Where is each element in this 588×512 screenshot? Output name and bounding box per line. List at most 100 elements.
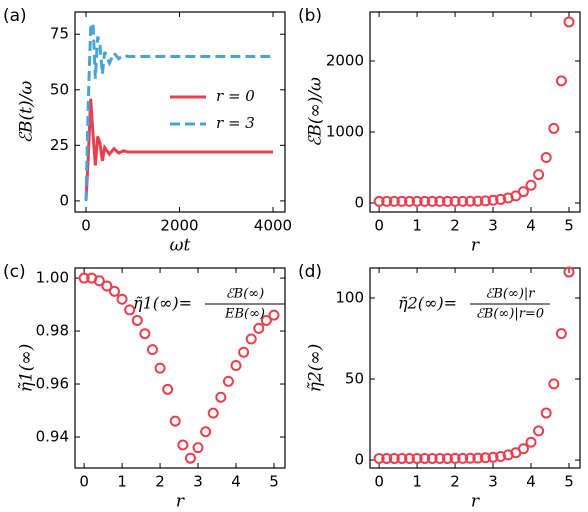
x-tick-label: 3: [193, 473, 203, 491]
x-axis-label: r: [471, 236, 480, 256]
x-tick-label: 4: [526, 217, 536, 235]
x-tick-label: 1: [412, 473, 422, 491]
y-tick-label: 75: [50, 25, 69, 43]
y-axis-label: ℰB(t)/ω: [17, 81, 37, 144]
point: [479, 195, 491, 207]
point: [177, 439, 189, 451]
point: [396, 452, 408, 464]
y-axis-label: η̃1(∞): [17, 344, 37, 392]
x-tick-label: 0: [374, 217, 384, 235]
point: [101, 280, 113, 292]
x-tick-label: 0: [79, 473, 89, 491]
point: [207, 407, 219, 419]
point: [184, 452, 196, 464]
point: [373, 195, 385, 207]
y-tick-label: 0.96: [36, 375, 69, 393]
point: [555, 75, 567, 87]
panel-label: (b): [298, 6, 322, 26]
point: [517, 186, 529, 198]
point: [200, 426, 212, 438]
point: [457, 452, 469, 464]
point: [548, 378, 560, 390]
point: [222, 375, 234, 387]
x-tick-label: 2000: [160, 217, 198, 235]
point: [540, 152, 552, 164]
point: [139, 328, 151, 340]
point: [563, 16, 575, 28]
x-tick-label: 4: [231, 473, 241, 491]
x-tick-label: 5: [564, 473, 574, 491]
point: [238, 346, 250, 358]
x-tick-label: 0: [374, 473, 384, 491]
annotation: ℰB(∞)|r: [486, 287, 536, 302]
point: [419, 452, 431, 464]
point: [403, 452, 415, 464]
y-tick-label: 0: [354, 451, 364, 469]
point: [563, 266, 575, 278]
x-axis-label: r: [471, 492, 480, 512]
legend-label: r = 3: [216, 114, 255, 132]
point: [253, 322, 265, 334]
point: [93, 275, 105, 287]
x-axis-label: r: [176, 492, 185, 512]
point: [108, 285, 120, 297]
x-tick-label: 5: [269, 473, 279, 491]
x-tick-label: 1: [117, 473, 127, 491]
y-axis-label: η̃2(∞): [306, 344, 326, 392]
point: [449, 452, 461, 464]
annotation: ℰB(∞): [226, 287, 264, 302]
y-tick-label: 1000: [326, 122, 364, 140]
point: [373, 452, 385, 464]
point: [495, 193, 507, 205]
point: [381, 195, 393, 207]
plot-frame: [74, 267, 286, 469]
point: [548, 122, 560, 134]
point: [441, 195, 453, 207]
point: [411, 452, 423, 464]
point: [517, 443, 529, 455]
annotation: ℰB(∞)|r=0: [476, 307, 544, 322]
x-axis-label: ωt: [170, 236, 191, 256]
point: [245, 333, 257, 345]
point: [555, 328, 567, 340]
point: [533, 425, 545, 437]
panel-label: (a): [3, 6, 27, 26]
point: [124, 304, 136, 316]
annotation: EB(∞): [224, 307, 265, 322]
point: [411, 195, 423, 207]
y-tick-label: 0: [354, 193, 364, 211]
legend-label: r = 0: [216, 87, 255, 105]
point: [434, 452, 446, 464]
y-tick-label: 0: [59, 191, 69, 209]
x-tick-label: 3: [488, 473, 498, 491]
y-tick-label: 1.00: [36, 269, 69, 287]
x-tick-label: 3: [488, 217, 498, 235]
y-tick-label: 50: [345, 370, 364, 388]
line: [84, 17, 274, 201]
point: [230, 359, 242, 371]
x-tick-label: 2: [450, 217, 460, 235]
point: [495, 450, 507, 462]
point: [457, 195, 469, 207]
annotation: η̃1(∞)=: [133, 294, 192, 313]
x-tick-label: 1: [412, 217, 422, 235]
point: [540, 407, 552, 419]
point: [78, 272, 90, 284]
x-tick-label: 5: [564, 217, 574, 235]
point: [388, 195, 400, 207]
panel-label: (c): [3, 262, 26, 282]
y-tick-label: 0.98: [36, 322, 69, 340]
y-tick-label: 50: [50, 80, 69, 98]
point: [464, 195, 476, 207]
line: [84, 98, 274, 201]
point: [472, 195, 484, 207]
point: [388, 452, 400, 464]
point: [146, 344, 158, 356]
point: [533, 169, 545, 181]
x-tick-label: 4: [526, 473, 536, 491]
plot-frame: [369, 267, 581, 469]
point: [260, 314, 272, 326]
point: [131, 314, 143, 326]
point: [441, 452, 453, 464]
